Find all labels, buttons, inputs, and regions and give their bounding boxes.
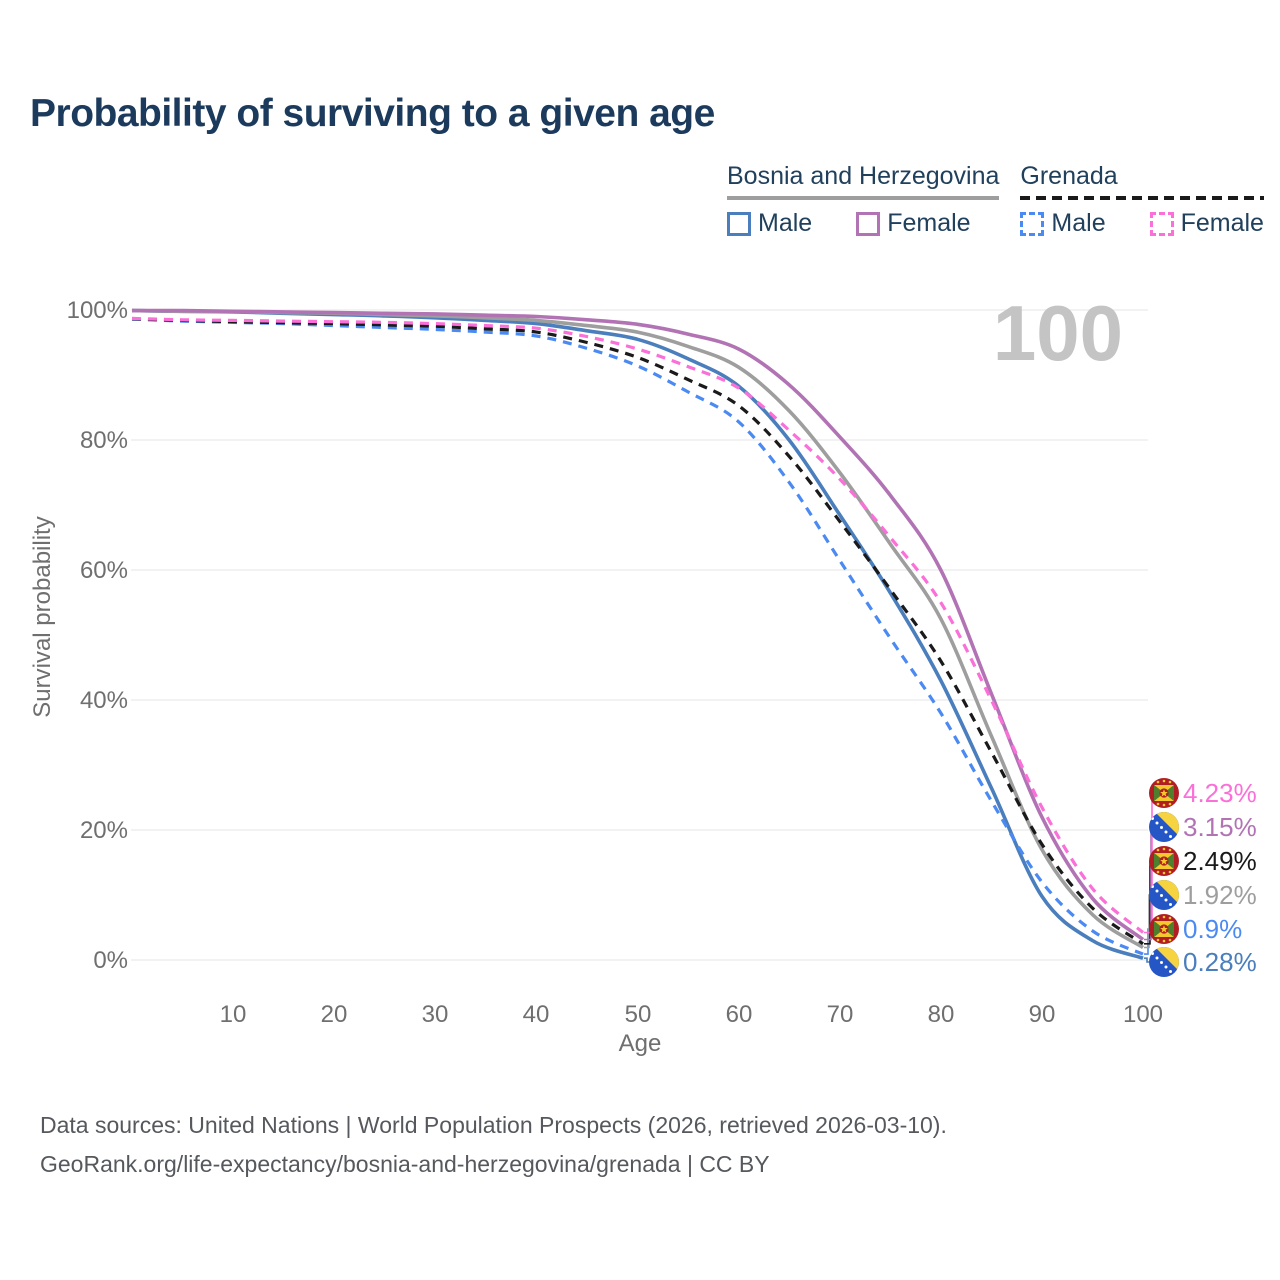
curve-bosnia-total	[131, 308, 1144, 950]
y-tick: 100%	[67, 297, 128, 324]
legend-item-grenada-male[interactable]: Male	[1020, 209, 1106, 238]
legend-item-grenada-female[interactable]: Female	[1149, 209, 1264, 238]
legend-item-bosnia-female[interactable]: Female	[856, 209, 971, 238]
bosnia-female-swatch	[856, 211, 881, 236]
end-value: 1.92%	[1183, 879, 1257, 910]
end-label-grenada-total: 2.49%	[1149, 846, 1257, 876]
legend-label: Male	[1051, 209, 1106, 237]
grenada-flag-icon	[1149, 914, 1179, 944]
age-watermark: 100	[993, 289, 1123, 377]
end-label-bosnia-total: 1.92%	[1149, 880, 1257, 910]
grenada-line-key	[1020, 196, 1264, 200]
bosnia-line-key	[727, 196, 1000, 200]
x-tick: 90	[1029, 1001, 1056, 1028]
end-value: 0.9%	[1183, 913, 1243, 944]
legend-label: Female	[1180, 209, 1264, 237]
bosnia-flag-icon	[1149, 812, 1179, 842]
curve-bosnia-female	[131, 308, 1145, 941]
legend-item-bosnia-male[interactable]: Male	[727, 209, 812, 238]
end-label-connector-bosnia-male	[1144, 957, 1150, 963]
grenada-flag-icon	[1149, 778, 1179, 808]
x-tick: 100	[1123, 1001, 1163, 1028]
y-axis-title: Survival probability	[29, 516, 56, 718]
legend: Bosnia and Herzegovina Male Female Grena…	[727, 162, 1264, 238]
legend-group-bosnia: Bosnia and Herzegovina Male Female	[727, 162, 1000, 238]
survival-curves	[131, 308, 1145, 960]
data-source-footer: Data sources: United Nations | World Pop…	[40, 1106, 947, 1184]
x-tick: 60	[726, 1001, 753, 1028]
end-value: 3.15%	[1183, 811, 1257, 842]
legend-country-bosnia: Bosnia and Herzegovina	[727, 162, 1000, 190]
footer-line-2: GeoRank.org/life-expectancy/bosnia-and-h…	[40, 1151, 770, 1177]
grenada-male-swatch	[1020, 211, 1045, 236]
x-tick: 50	[625, 1001, 652, 1028]
end-label-bosnia-male: 0.28%	[1149, 947, 1257, 977]
x-tick: 10	[220, 1001, 247, 1028]
bosnia-flag-icon	[1149, 947, 1179, 977]
legend-country-grenada: Grenada	[1020, 162, 1118, 190]
footer-line-1: Data sources: United Nations | World Pop…	[40, 1112, 947, 1138]
page-title: Probability of surviving to a given age	[30, 92, 715, 135]
x-tick: 30	[422, 1001, 449, 1028]
end-label-grenada-female: 4.23%	[1149, 778, 1257, 808]
bosnia-male-swatch	[727, 211, 751, 236]
y-tick: 0%	[93, 947, 128, 974]
end-label-grenada-male: 0.9%	[1149, 914, 1242, 944]
y-tick: 40%	[80, 687, 128, 714]
curve-grenada-male	[131, 317, 1144, 956]
legend-group-grenada: Grenada Male Female	[1020, 162, 1264, 238]
curve-bosnia-male	[131, 308, 1144, 960]
end-value: 4.23%	[1183, 777, 1257, 808]
y-tick: 20%	[80, 817, 128, 844]
y-tick: 80%	[80, 427, 128, 454]
legend-label: Female	[887, 209, 971, 237]
end-value: 2.49%	[1183, 845, 1257, 876]
x-tick: 40	[523, 1001, 550, 1028]
x-tick: 70	[827, 1001, 854, 1028]
legend-label: Male	[758, 209, 813, 237]
bosnia-flag-icon	[1149, 880, 1179, 910]
x-tick: 20	[321, 1001, 348, 1028]
end-value: 0.28%	[1183, 946, 1257, 977]
y-axis-ticks: 0% 20% 40% 60% 80% 100%	[67, 297, 128, 974]
grenada-flag-icon	[1149, 846, 1179, 876]
curve-grenada-female	[131, 316, 1145, 934]
x-tick: 80	[928, 1001, 955, 1028]
grenada-female-swatch	[1149, 211, 1174, 236]
y-tick: 60%	[80, 557, 128, 584]
end-label-connector-grenada-total	[1144, 861, 1151, 945]
curve-grenada-total	[131, 317, 1144, 946]
end-label-bosnia-female: 3.15%	[1149, 812, 1257, 842]
x-axis-ticks: 10 20 30 40 50 60 70 80 90 100	[220, 1001, 1163, 1028]
x-axis-title: Age	[619, 1030, 662, 1057]
gridlines	[131, 309, 1148, 961]
